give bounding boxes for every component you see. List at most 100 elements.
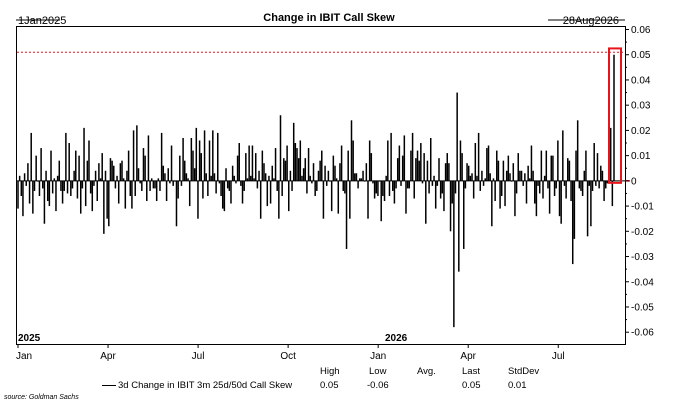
bar: [324, 165, 326, 181]
bar: [591, 180, 594, 191]
bar: [147, 135, 150, 181]
bar: [609, 127, 612, 181]
x-tick-label: Jul: [552, 351, 565, 362]
bar: [269, 180, 272, 204]
bar: [519, 170, 521, 181]
bar: [443, 180, 445, 212]
bar: [197, 180, 199, 219]
bar: [606, 180, 609, 184]
bar: [416, 150, 419, 181]
bar: [278, 180, 280, 219]
bar: [469, 175, 472, 181]
bar: [88, 140, 90, 181]
bar: [349, 180, 351, 219]
chart-title: Change in IBIT Call Skew: [263, 12, 395, 24]
bar: [339, 163, 341, 181]
bar: [474, 143, 477, 181]
bar: [388, 180, 391, 196]
bar: [217, 132, 219, 181]
bar: [588, 180, 590, 186]
bar: [28, 180, 31, 204]
bar: [372, 180, 374, 184]
bar: [557, 140, 559, 181]
bar: [492, 178, 495, 181]
last-value-highlight: [608, 47, 622, 184]
bar: [283, 158, 285, 181]
bar: [524, 173, 526, 181]
bar: [522, 180, 524, 186]
bar: [149, 180, 151, 191]
bar: [542, 180, 544, 199]
bar: [365, 163, 368, 181]
bar: [301, 175, 303, 181]
bar: [286, 145, 288, 181]
bar: [76, 180, 79, 199]
bar: [359, 178, 361, 181]
bar: [103, 180, 105, 234]
bar: [25, 180, 27, 186]
bar: [230, 180, 232, 204]
bar: [553, 180, 556, 196]
bar: [382, 180, 384, 196]
bar: [540, 150, 543, 181]
bar: [467, 165, 470, 181]
bar: [169, 180, 171, 184]
bar: [288, 180, 290, 212]
bar: [325, 180, 328, 186]
bar: [357, 180, 359, 189]
bar: [179, 155, 181, 181]
bar: [484, 178, 486, 181]
bar: [231, 165, 234, 181]
bar: [319, 160, 321, 181]
bar: [22, 180, 24, 217]
bar: [17, 180, 19, 209]
bar: [188, 180, 191, 207]
bar: [601, 170, 604, 181]
bar: [42, 180, 44, 189]
legend-value-stddev: 0.01: [508, 380, 527, 391]
bars-group: [17, 54, 615, 328]
bar: [547, 180, 549, 189]
bar: [32, 180, 34, 214]
bar: [289, 170, 292, 181]
bar: [613, 54, 615, 181]
bar: [228, 180, 231, 191]
bar: [590, 180, 592, 227]
bar: [334, 165, 336, 181]
bar: [538, 180, 541, 194]
bar: [500, 180, 503, 196]
bar: [463, 180, 465, 249]
bar: [570, 180, 572, 202]
bar: [413, 180, 415, 199]
legend-value-last: 0.05: [462, 380, 481, 391]
bar: [415, 158, 417, 181]
bar: [428, 180, 430, 194]
bar: [225, 168, 227, 181]
bar: [395, 180, 397, 189]
bar: [434, 180, 437, 209]
y-tick-label: 0: [631, 176, 637, 187]
bar: [101, 153, 103, 181]
bar: [426, 160, 429, 181]
bar: [198, 140, 201, 181]
bar: [575, 150, 577, 181]
bar: [398, 145, 401, 181]
bar: [83, 127, 85, 181]
bar: [567, 158, 569, 181]
bar: [245, 153, 247, 181]
bar: [291, 180, 293, 191]
bar: [350, 120, 353, 181]
bar: [139, 180, 141, 184]
bar: [177, 180, 179, 199]
bar: [104, 170, 107, 181]
bar: [122, 178, 125, 181]
bar: [256, 180, 259, 189]
bar: [75, 150, 77, 181]
bar: [226, 180, 229, 189]
legend-swatch: [102, 385, 116, 386]
bar: [406, 180, 409, 189]
bar: [45, 170, 47, 181]
bar: [66, 180, 69, 194]
bar: [347, 150, 349, 181]
